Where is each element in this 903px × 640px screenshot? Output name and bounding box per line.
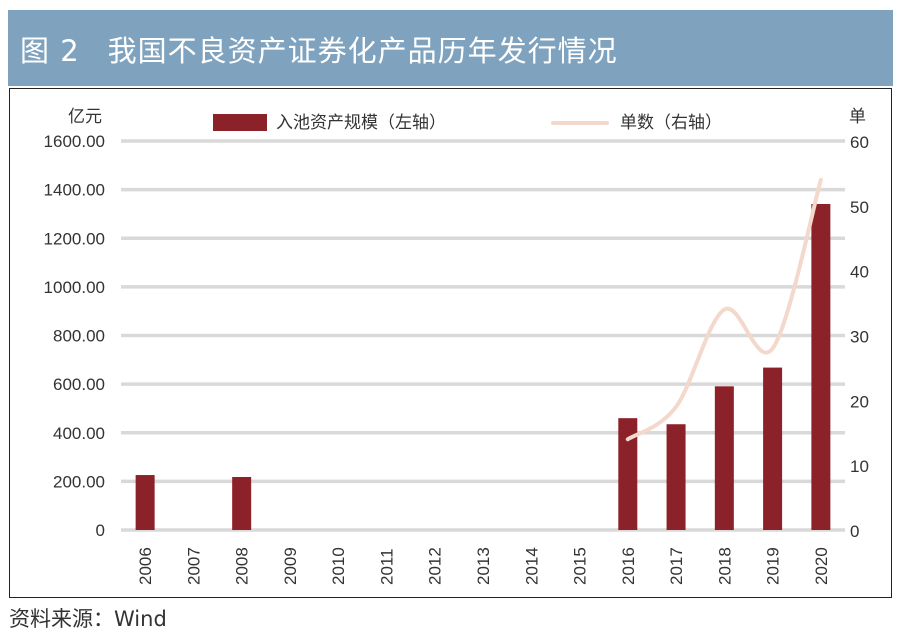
legend-label-line: 单数（右轴） [620,113,722,133]
bar-2008 [232,476,252,530]
right-tick-label: 20 [850,392,869,411]
left-axis-label: 亿元 [68,107,102,127]
left-tick-label: 1000.00 [44,278,105,297]
right-tick-label: 40 [850,263,869,282]
gridlines [121,139,845,532]
figure-title-text: 我国不良资产证券化产品历年发行情况 [107,34,618,68]
line-series [625,177,823,442]
x-tick-label: 2013 [474,547,493,585]
legend-swatch-bar [213,114,267,131]
x-tick-label: 2020 [812,547,831,585]
x-tick-label: 2007 [184,547,203,585]
right-axis-ticks: 0 10 20 30 40 50 60 [850,133,869,541]
left-tick-label: 200.00 [53,472,105,491]
x-tick-label: 2016 [619,547,638,585]
x-tick-label: 2014 [522,547,541,585]
bar-2006 [135,475,155,530]
x-tick-label: 2009 [281,547,300,585]
figure-title-bar: 图 2 我国不良资产证券化产品历年发行情况 [8,10,893,86]
figure-number: 图 2 [20,34,80,68]
left-tick-label: 600.00 [53,375,105,394]
x-tick-label: 2008 [233,547,252,585]
bar-2019 [763,367,783,530]
figure-title: 图 2 我国不良资产证券化产品历年发行情况 [20,28,618,70]
x-tick-label: 2006 [136,547,155,585]
x-tick-label: 2011 [377,548,396,585]
x-tick-label: 2018 [715,547,734,585]
left-tick-label: 0 [96,521,105,540]
chart-frame [9,88,892,598]
source-note: 资料来源：Wind [9,607,167,631]
bar-series [135,203,831,531]
left-tick-label: 800.00 [53,327,105,346]
x-tick-label: 2019 [764,547,783,585]
right-tick-label: 60 [850,133,869,152]
bar-2018 [714,386,734,530]
right-tick-label: 10 [850,457,869,476]
left-axis-ticks: 0 200.00 400.00 600.00 800.00 1000.00 1200.00 1… [44,132,105,540]
bar-2016 [618,418,638,530]
bar-2020 [811,203,831,531]
left-tick-label: 1200.00 [44,229,105,248]
bar-2017 [666,424,686,530]
x-tick-label: 2015 [571,547,590,585]
line-count-series [625,177,823,442]
x-tick-label: 2012 [426,547,445,585]
right-tick-label: 50 [850,198,869,217]
x-tick-label: 2017 [667,547,686,585]
right-tick-label: 30 [850,328,869,347]
x-tick-label: 2010 [329,547,348,585]
legend-label-bar: 入池资产规模（左轴） [276,113,446,133]
left-tick-label: 1600.00 [44,132,105,151]
left-tick-label: 400.00 [53,424,105,443]
left-tick-label: 1400.00 [44,181,105,200]
x-axis-ticks: 2006 2007 2008 2009 2010 2011 2012 2013 2014 2015… [136,547,831,585]
right-tick-label: 0 [850,522,859,541]
legend: 入池资产规模（左轴） 单数（右轴） [213,113,722,133]
right-axis-label: 单 [849,107,866,127]
